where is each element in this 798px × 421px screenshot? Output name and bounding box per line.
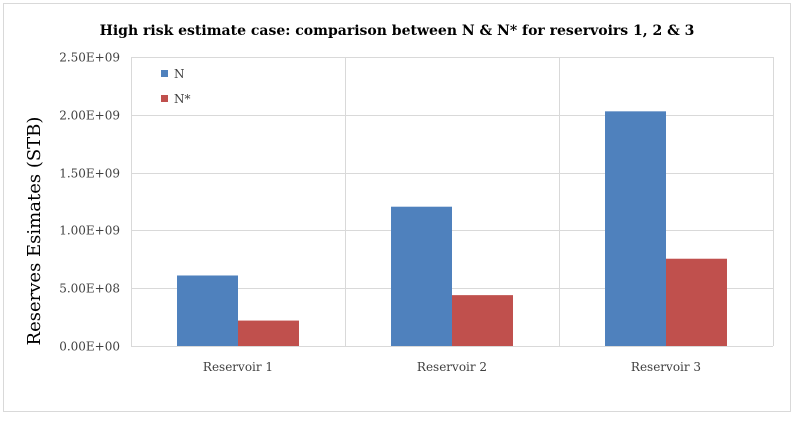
bar-n-star-3 [666,258,727,346]
y-tick-label: 1.00E+09 [59,224,120,238]
x-tick-label: Reservoir 3 [631,360,701,374]
legend-label-n-star: N* [174,92,191,106]
bar-n-2 [391,206,452,346]
y-tick-label: 2.00E+09 [59,109,120,123]
x-axis-ticks: Reservoir 1 Reservoir 2 Reservoir 3 [203,360,701,374]
bar-n-3 [605,111,666,346]
bar-n-star-1 [238,320,299,346]
y-axis-ticks: 0.00E+00 5.00E+08 1.00E+09 1.50E+09 2.00E+09… [59,51,120,354]
y-tick-label: 1.50E+09 [59,167,120,181]
y-tick-label: 2.50E+09 [59,51,120,65]
x-tick-label: Reservoir 1 [203,360,273,374]
bar-n-1 [177,275,238,346]
y-tick-label: 5.00E+08 [59,282,120,296]
y-tick-label: 0.00E+00 [59,340,120,354]
chart-title: High risk estimate case: comparison betw… [100,23,695,39]
legend-swatch-n-star [161,95,168,102]
legend-label-n: N [174,67,185,81]
x-tick-label: Reservoir 2 [417,360,487,374]
legend: N N* [161,67,191,106]
bars [177,111,727,346]
bar-n-star-2 [452,295,513,346]
y-axis-label: Reserves Esimates (STB) [24,117,45,346]
legend-swatch-n [161,70,168,77]
